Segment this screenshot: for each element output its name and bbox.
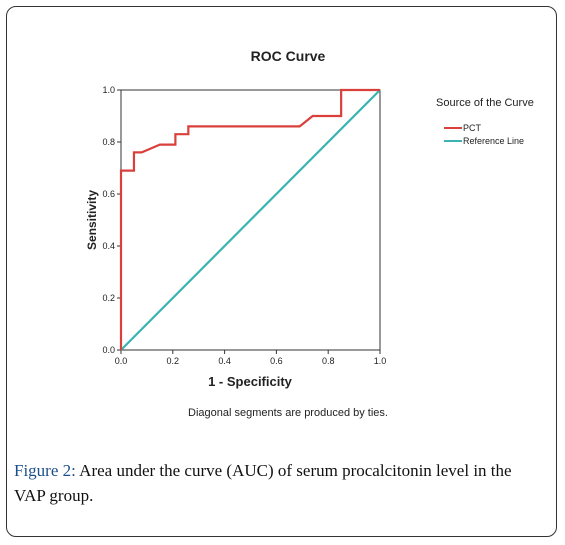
figure-frame	[6, 6, 557, 537]
y-tick-label: 0.8	[102, 137, 115, 147]
x-tick-label: 0.6	[270, 356, 283, 366]
caption-text: Area under the curve (AUC) of serum proc…	[14, 461, 512, 505]
x-axis-label: 1 - Specificity	[208, 374, 293, 389]
chart-footnote: Diagonal segments are produced by ties.	[188, 407, 388, 419]
y-tick-label: 0.4	[102, 241, 115, 251]
y-tick-label: 0.2	[102, 293, 115, 303]
legend-label-reference-line: Reference Line	[463, 136, 524, 146]
x-tick-label: 0.4	[218, 356, 231, 366]
legend-label-pct: PCT	[463, 123, 482, 133]
legend-title: Source of the Curve	[436, 97, 534, 109]
x-tick-label: 0.0	[115, 356, 128, 366]
y-tick-label: 0.0	[102, 345, 115, 355]
x-tick-label: 0.8	[322, 356, 335, 366]
x-tick-label: 0.2	[167, 356, 180, 366]
figure-caption: Figure 2: Area under the curve (AUC) of …	[14, 458, 544, 508]
plot-area: 0.0 0.2 0.4 0.6 0.8 1.0 0.0 0.2 0.4 0.6 0.8 1.0	[102, 85, 386, 366]
legend: PCT Reference Line	[444, 123, 524, 146]
y-tick-label: 1.0	[102, 85, 115, 95]
caption-label: Figure 2:	[14, 461, 76, 480]
x-tick-label: 1.0	[374, 356, 387, 366]
series-line-pct	[119, 88, 380, 350]
y-tick-label: 0.6	[102, 189, 115, 199]
chart-title: ROC Curve	[251, 48, 326, 64]
series-line-reference-line	[120, 89, 381, 351]
y-axis-label: Sensitivity	[85, 190, 99, 250]
